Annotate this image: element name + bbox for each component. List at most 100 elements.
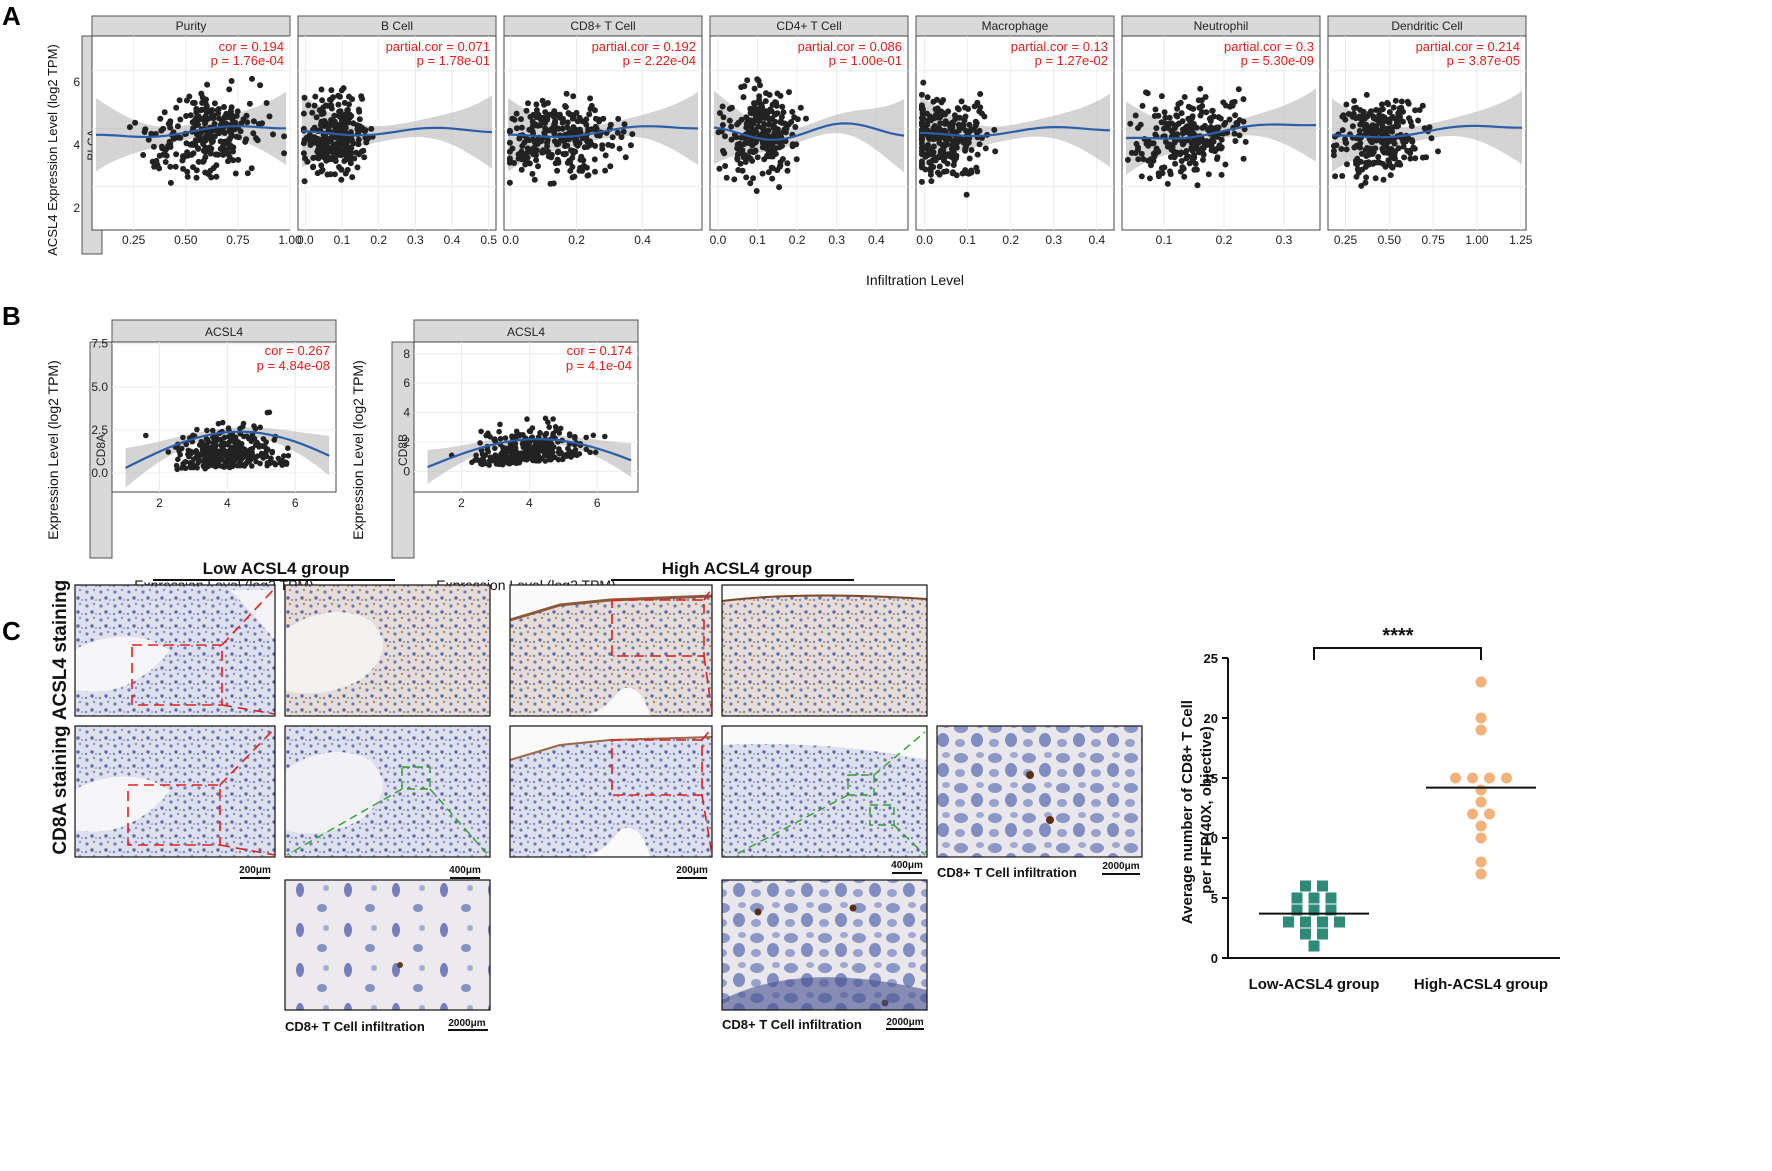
data-point — [976, 108, 983, 115]
data-point — [722, 163, 729, 169]
data-point — [221, 434, 228, 441]
y-tick: 0 — [1211, 951, 1218, 966]
data-point — [148, 130, 155, 137]
data-point — [487, 434, 493, 440]
stat-p: p = 2.22e-04 — [623, 53, 696, 68]
data-point — [212, 439, 219, 445]
x-tick: 0.3 — [1045, 233, 1062, 247]
data-point — [1186, 160, 1193, 167]
row-label-cd8b: CD8B — [396, 434, 410, 466]
data-point — [1330, 148, 1337, 154]
data-point — [938, 147, 945, 154]
data-point — [936, 111, 943, 118]
data-point — [547, 446, 554, 453]
data-point — [355, 141, 362, 148]
data-point — [266, 409, 273, 416]
data-point — [1390, 104, 1397, 111]
data-point — [1186, 130, 1193, 137]
data-point — [1155, 112, 1162, 119]
data-point — [952, 116, 959, 123]
data-point — [716, 110, 723, 116]
x-tick: 0.0 — [916, 233, 933, 247]
data-point — [330, 141, 337, 148]
data-point — [180, 165, 187, 172]
trend-line — [96, 125, 286, 138]
data-point — [738, 116, 745, 123]
data-point — [1380, 176, 1387, 183]
data-point — [347, 160, 354, 167]
data-point — [1132, 112, 1139, 119]
data-point — [1139, 102, 1146, 109]
data-point — [533, 152, 539, 159]
data-point — [348, 136, 355, 143]
data-point — [609, 134, 616, 141]
data-point — [331, 171, 338, 178]
data-point — [982, 145, 989, 152]
data-point — [1450, 772, 1461, 784]
stat-p: p = 5.30e-09 — [1241, 53, 1314, 68]
data-point — [1146, 175, 1153, 182]
data-point — [166, 138, 173, 145]
data-point — [1359, 120, 1366, 127]
data-point — [239, 455, 245, 462]
data-point — [973, 164, 980, 171]
data-point — [759, 170, 766, 177]
x-tick: 0.2 — [370, 233, 387, 247]
data-point — [1205, 171, 1212, 178]
data-point — [324, 171, 331, 178]
data-point — [924, 110, 930, 117]
data-point — [248, 165, 255, 172]
data-point — [529, 425, 536, 431]
data-point — [772, 118, 779, 125]
data-point — [728, 136, 735, 143]
data-point — [743, 174, 750, 181]
data-point — [599, 142, 606, 149]
data-point — [516, 459, 523, 466]
micrograph-high-acsl4-overview — [509, 584, 713, 717]
data-point — [234, 108, 241, 115]
significance-bracket — [1313, 647, 1482, 660]
data-point — [1317, 916, 1328, 928]
data-point — [1339, 127, 1346, 134]
data-point — [230, 448, 236, 454]
data-point — [202, 169, 209, 176]
data-point — [968, 167, 975, 174]
data-point — [1344, 161, 1350, 168]
data-point — [544, 100, 551, 106]
data-point — [534, 122, 541, 129]
data-point — [1409, 138, 1416, 145]
data-point — [621, 121, 628, 128]
data-point — [918, 178, 925, 185]
data-point — [766, 116, 773, 123]
data-point — [968, 126, 975, 133]
data-point — [245, 456, 252, 463]
data-point — [1138, 173, 1145, 180]
data-point — [920, 106, 926, 113]
data-point — [1475, 820, 1487, 832]
data-point — [212, 151, 219, 158]
data-point — [249, 75, 255, 82]
data-point — [1423, 154, 1430, 161]
trend-line — [125, 430, 330, 469]
data-point — [160, 151, 167, 158]
data-point — [592, 168, 598, 175]
data-point — [506, 460, 513, 467]
data-point — [920, 115, 927, 122]
data-point — [539, 114, 546, 121]
data-point — [753, 188, 760, 194]
panel-a-y-title: ACSL4 Expression Level (log2 TPM) — [45, 44, 60, 255]
data-point — [145, 136, 152, 143]
data-point — [173, 104, 180, 111]
data-point — [486, 458, 493, 464]
data-point — [1174, 113, 1181, 120]
data-point — [281, 150, 288, 157]
data-point — [258, 450, 265, 457]
data-point — [726, 105, 733, 112]
data-point — [513, 125, 520, 132]
data-point — [283, 459, 289, 466]
data-point — [602, 152, 609, 159]
data-point — [1358, 182, 1365, 189]
data-point — [521, 152, 528, 159]
x-tick: 0.3 — [407, 233, 424, 247]
data-point — [954, 105, 961, 112]
